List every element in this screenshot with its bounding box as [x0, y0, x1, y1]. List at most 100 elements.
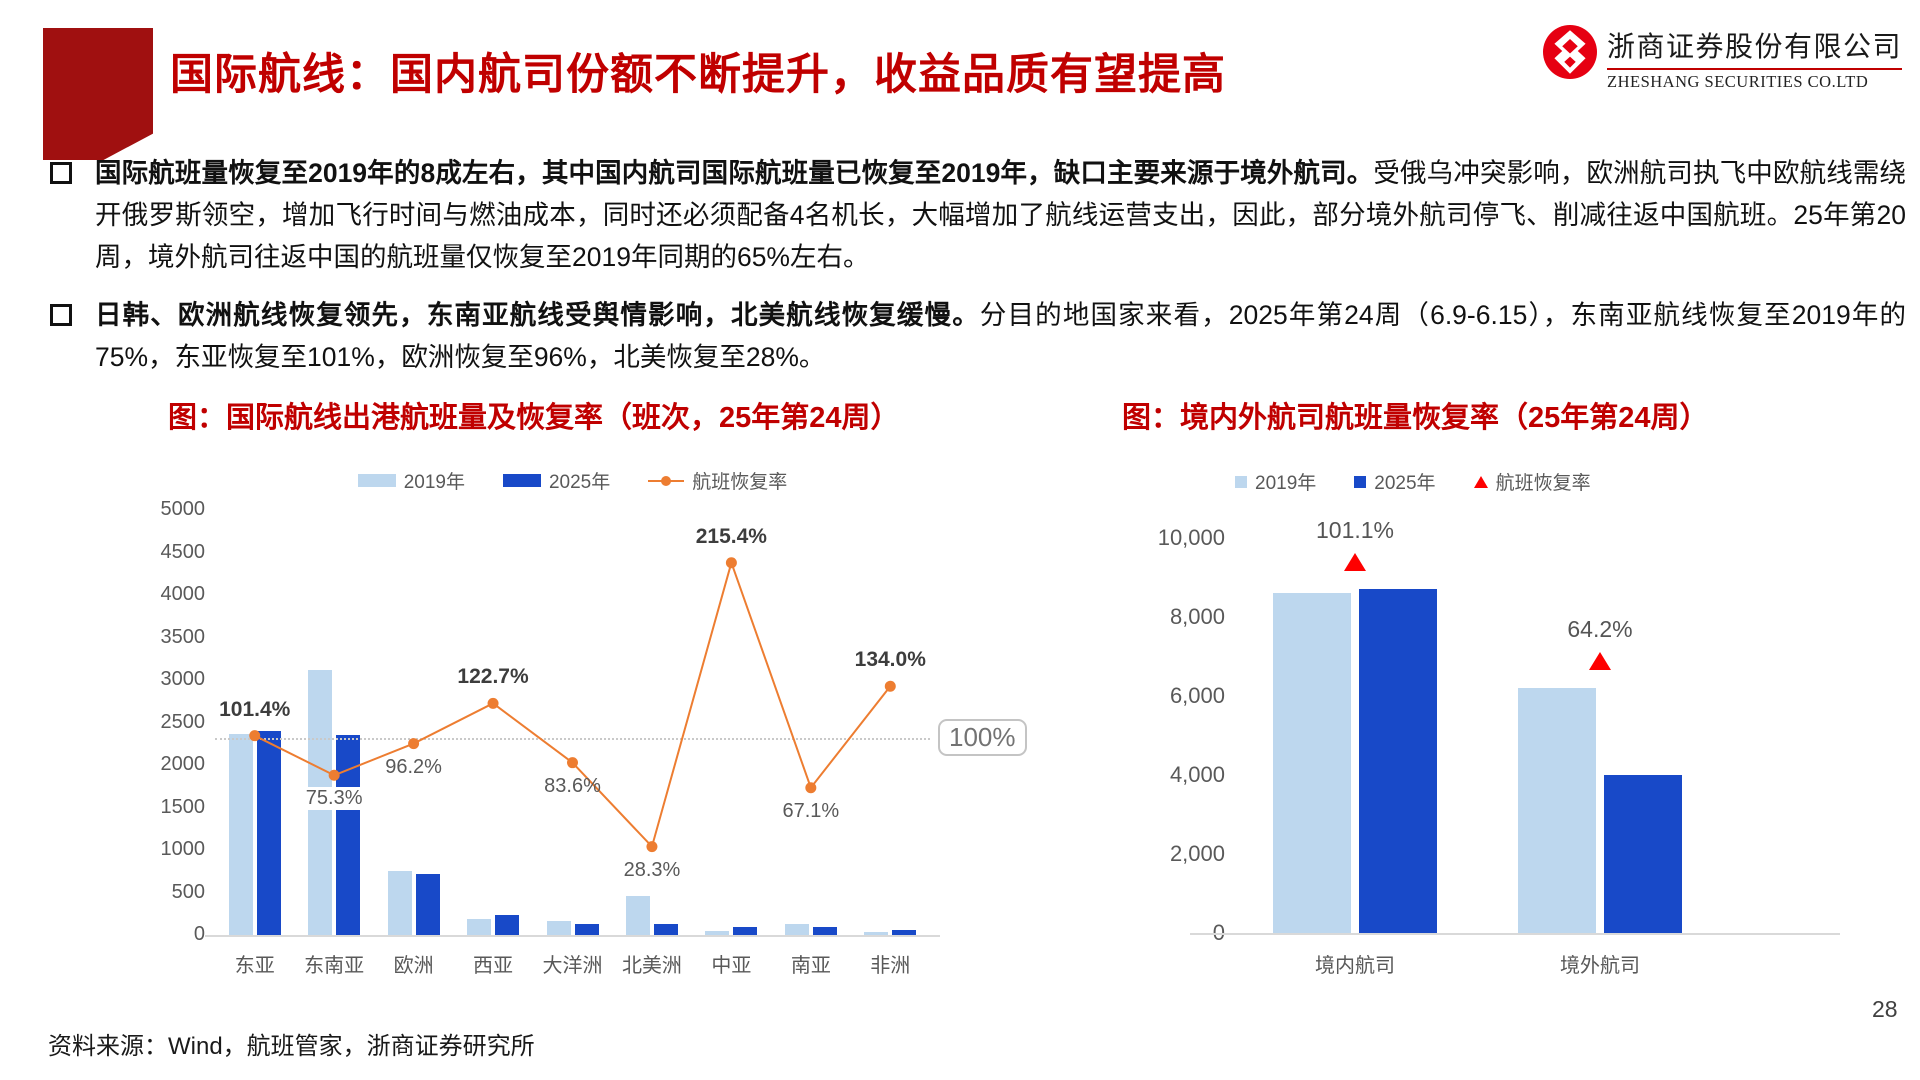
bar-2025	[733, 926, 758, 935]
x-axis-line	[205, 935, 940, 937]
legend-dot-icon	[661, 475, 672, 486]
x-axis-label: 境外航司	[1560, 955, 1640, 977]
bullet-square-icon	[50, 162, 72, 184]
right-chart: 2019年 2025年 航班恢复率 0 2,000 4,000 6,000 8,000 1…	[1140, 455, 1840, 1015]
bullet-2: 日韩、欧洲航线恢复领先，东南亚航线受舆情影响，北美航线恢复缓慢。分目的地国家来看…	[48, 294, 1906, 378]
y-tick-label: 0	[1212, 920, 1225, 945]
recovery-label: 134.0%	[854, 648, 926, 672]
right-chart-legend: 2019年 2025年 航班恢复率	[1235, 468, 1591, 495]
x-axis-line	[1190, 933, 1840, 935]
bar-2025	[1604, 775, 1682, 933]
recovery-marker	[567, 757, 578, 769]
bullet-2-lead: 日韩、欧洲航线恢复领先，东南亚航线受舆情影响，北美航线恢复缓慢。	[95, 300, 980, 330]
bar-2019	[387, 871, 412, 935]
right-chart-title: 图：境内外航司航班量恢复率（25年第24周）	[1122, 402, 1709, 434]
legend-label-recovery: 航班恢复率	[692, 472, 788, 493]
legend-label-recovery: 航班恢复率	[1495, 473, 1591, 494]
recovery-marker	[646, 841, 658, 853]
legend-item-recovery: 航班恢复率	[648, 467, 787, 494]
title-accent-block	[43, 28, 153, 160]
bullet-square-icon	[50, 304, 72, 326]
y-tick-label: 3500	[160, 625, 206, 648]
recovery-marker	[884, 680, 896, 692]
recovery-label: 67.1%	[782, 799, 840, 822]
bar-2025	[495, 915, 520, 935]
bullet-2-text: 日韩、欧洲航线恢复领先，东南亚航线受舆情影响，北美航线恢复缓慢。分目的地国家来看…	[95, 294, 1906, 378]
recovery-label: 96.2%	[385, 755, 442, 778]
bar-2025	[653, 923, 678, 935]
y-tick-label: 4,000	[1169, 762, 1225, 787]
logo-divider	[1607, 68, 1903, 70]
bar-2025	[1359, 589, 1437, 933]
y-tick-label: 2000	[160, 753, 206, 775]
y-tick-label: 6,000	[1169, 683, 1225, 708]
bar-2025	[336, 735, 361, 935]
source-note: 资料来源：Wind，航班管家，浙商证券研究所	[48, 1033, 535, 1060]
bar-2025	[892, 930, 917, 935]
reference-label: 100%	[938, 718, 1027, 756]
bar-2019	[864, 931, 889, 935]
bar-2025	[812, 927, 837, 935]
legend-label-2025: 2025年	[548, 472, 611, 493]
x-axis-label: 境内航司	[1315, 955, 1395, 977]
recovery-label: 101.4%	[219, 697, 291, 721]
legend-swatch-2025-icon	[502, 474, 541, 487]
bar-2025	[256, 731, 281, 935]
recovery-triangle-icon	[1344, 553, 1366, 572]
y-tick-label: 5000	[160, 498, 206, 520]
x-axis-label: 西亚	[473, 955, 514, 977]
y-tick-label: 1000	[160, 838, 206, 860]
recovery-label: 75.3%	[300, 787, 368, 811]
bullet-1-rest: 受俄乌冲突影响，欧洲航司执飞中欧航线需绕开俄罗斯领空，增加飞行时间与燃油成本，同…	[95, 158, 1906, 272]
legend-label-2019: 2019年	[1255, 473, 1317, 494]
reference-line	[215, 737, 930, 740]
legend-item-2025: 2025年	[1354, 468, 1436, 495]
page-title: 国际航线：国内航司份额不断提升，收益品质有望提高	[170, 51, 1226, 99]
x-axis-label: 北美洲	[621, 955, 682, 977]
bullet-1: 国际航班量恢复至2019年的8成左右，其中国内航司国际航班量已恢复至2019年，…	[48, 152, 1906, 278]
bar-2019	[467, 918, 492, 935]
legend-item-recovery: 航班恢复率	[1473, 468, 1591, 495]
recovery-marker	[725, 557, 737, 569]
recovery-label: 83.6%	[544, 774, 601, 797]
y-tick-label: 2500	[160, 710, 206, 733]
recovery-marker	[487, 697, 499, 709]
y-tick-label: 0	[193, 923, 205, 945]
y-tick-label: 1500	[160, 795, 206, 818]
recovery-triangle-icon	[1589, 652, 1611, 671]
x-axis-label: 东南亚	[304, 955, 365, 977]
bullet-1-text: 国际航班量恢复至2019年的8成左右，其中国内航司国际航班量已恢复至2019年，…	[95, 152, 1906, 278]
zheshang-logo-icon	[1543, 25, 1597, 79]
y-tick-label: 4000	[160, 583, 206, 605]
bar-2025	[415, 873, 440, 935]
company-logo: 浙商证券股份有限公司 ZHESHANG SECURITIES CO.LTD	[1543, 25, 1903, 92]
recovery-label: 101.1%	[1315, 517, 1395, 544]
x-axis-label: 东亚	[234, 955, 275, 977]
y-tick-label: 500	[171, 880, 205, 903]
bar-2019	[546, 921, 571, 935]
recovery-label: 122.7%	[457, 665, 529, 689]
x-axis-label: 非洲	[870, 955, 911, 977]
y-tick-label: 8,000	[1169, 604, 1225, 629]
bullet-2-rest: 分目的地国家来看，2025年第24周（6.9-6.15），东南亚航线恢复至201…	[95, 300, 1907, 372]
legend-label-2019: 2019年	[403, 472, 465, 493]
bar-2019	[625, 895, 650, 935]
bullet-1-lead: 国际航班量恢复至2019年的8成左右，其中国内航司国际航班量已恢复至2019年，…	[95, 158, 1374, 188]
legend-item-2025: 2025年	[502, 467, 611, 494]
recovery-label: 215.4%	[695, 524, 767, 548]
bar-2019	[228, 734, 253, 935]
x-axis-label: 中亚	[711, 955, 752, 977]
legend-line-icon	[648, 475, 685, 486]
bar-2019	[1273, 593, 1351, 933]
recovery-marker	[805, 782, 817, 794]
company-name-cn: 浙商证券股份有限公司	[1607, 32, 1903, 63]
company-name-en: ZHESHANG SECURITIES CO.LTD	[1607, 72, 1869, 91]
bar-2025	[574, 923, 599, 935]
bar-2019	[1518, 688, 1596, 933]
y-tick-label: 2,000	[1169, 841, 1225, 866]
recovery-label: 28.3%	[623, 858, 681, 881]
legend-triangle-icon	[1473, 475, 1488, 488]
y-tick-label: 10,000	[1157, 525, 1225, 550]
page-number: 28	[1872, 996, 1898, 1022]
